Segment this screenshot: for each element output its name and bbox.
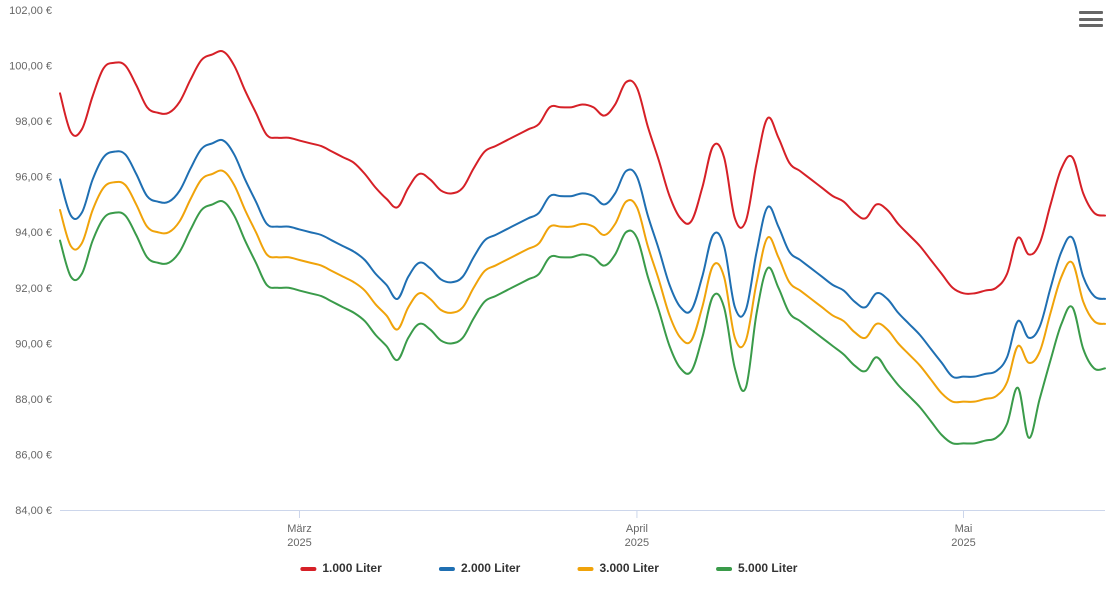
- y-axis-tick-label: 88,00 €: [15, 394, 52, 406]
- x-axis-tick-label-month: April: [626, 523, 648, 535]
- y-axis-tick-label: 92,00 €: [15, 283, 52, 295]
- legend-marker[interactable]: [578, 567, 594, 571]
- x-axis-tick-label-year: 2025: [625, 537, 649, 549]
- y-axis-tick-label: 96,00 €: [15, 172, 52, 184]
- series-line: [60, 201, 1105, 444]
- hamburger-bar: [1079, 18, 1103, 21]
- x-axis-tick-label-month: Mai: [955, 523, 973, 535]
- y-axis-tick-label: 90,00 €: [15, 338, 52, 350]
- x-axis-tick-label-year: 2025: [951, 537, 975, 549]
- hamburger-bar: [1079, 24, 1103, 27]
- hamburger-bar: [1079, 11, 1103, 14]
- y-axis-tick-label: 98,00 €: [15, 116, 52, 128]
- chart-menu-button[interactable]: [1079, 8, 1103, 30]
- legend-label[interactable]: 3.000 Liter: [600, 561, 660, 575]
- series-line: [60, 170, 1105, 402]
- y-axis-tick-label: 100,00 €: [9, 61, 52, 73]
- legend-label[interactable]: 5.000 Liter: [738, 561, 798, 575]
- y-axis-tick-label: 94,00 €: [15, 227, 52, 239]
- y-axis-tick-label: 102,00 €: [9, 5, 52, 17]
- y-axis-tick-label: 86,00 €: [15, 449, 52, 461]
- legend-label[interactable]: 1.000 Liter: [322, 561, 382, 575]
- x-axis-tick-label-year: 2025: [287, 537, 311, 549]
- legend-marker[interactable]: [300, 567, 316, 571]
- legend-marker[interactable]: [716, 567, 732, 571]
- legend-label[interactable]: 2.000 Liter: [461, 561, 521, 575]
- price-chart-container: 84,00 € 86,00 € 88,00 € 90,00 € 92,00 € 94,00…: [0, 0, 1115, 608]
- y-axis-tick-label: 84,00 €: [15, 505, 52, 517]
- legend-marker[interactable]: [439, 567, 455, 571]
- line-chart: 84,00 € 86,00 € 88,00 € 90,00 € 92,00 € 94,00…: [0, 0, 1115, 608]
- series-line: [60, 140, 1105, 378]
- x-axis-tick-label-month: März: [287, 523, 311, 535]
